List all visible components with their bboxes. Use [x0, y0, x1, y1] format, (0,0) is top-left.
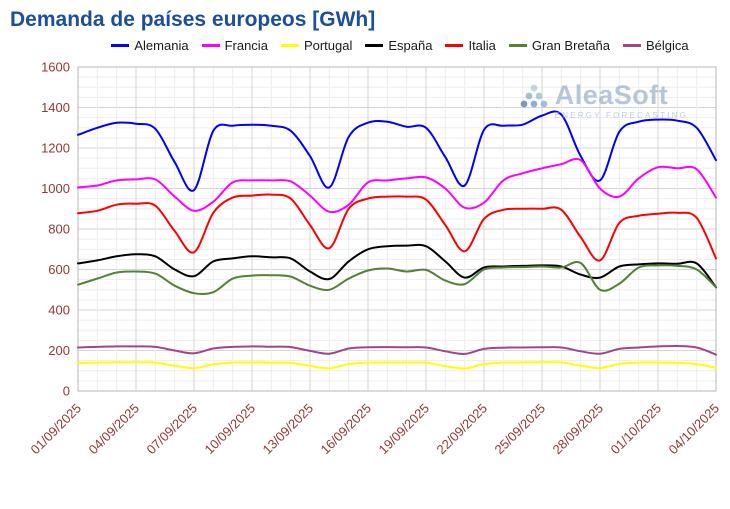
- legend-item-gran-bretana: Gran Bretaña: [508, 38, 610, 53]
- legend-label-francia: Francia: [224, 38, 268, 53]
- x-axis-tick-label: 04/10/2025: [665, 401, 722, 458]
- legend-swatch-belgica: [622, 44, 641, 47]
- legend-label-alemania: Alemania: [134, 38, 189, 53]
- legend-swatch-italia: [445, 44, 464, 47]
- legend-item-espana: España: [365, 38, 432, 53]
- x-axis-tick-label: 19/09/2025: [375, 401, 432, 458]
- legend-label-espana: España: [388, 38, 433, 53]
- x-axis-tick-label: 22/09/2025: [433, 401, 490, 458]
- series-line-gran-bretana: [77, 261, 717, 296]
- legend-item-belgica: Bélgica: [622, 38, 689, 53]
- x-axis-tick-label: 13/09/2025: [259, 401, 316, 458]
- chart-legend: Alemania Francia Portugal España Italia Gran …: [70, 38, 730, 53]
- y-axis-tick-label: 800: [48, 222, 70, 237]
- x-axis-tick-label: 04/09/2025: [85, 401, 142, 458]
- legend-swatch-alemania: [111, 44, 130, 47]
- legend-item-francia: Francia: [201, 38, 268, 53]
- y-axis-tick-label: 400: [48, 303, 70, 318]
- series-line-espana: [77, 243, 717, 289]
- series-line-francia: [77, 157, 717, 214]
- x-axis-tick-label: 01/10/2025: [607, 401, 664, 458]
- chart-area: Alemania Francia Portugal España Italia Gran …: [0, 38, 730, 478]
- legend-swatch-gran-bretana: [508, 44, 527, 47]
- legend-item-italia: Italia: [445, 38, 496, 53]
- legend-label-gran-bretana: Gran Bretaña: [531, 38, 610, 53]
- series-line-italia: [77, 193, 717, 262]
- x-axis-tick-label: 28/09/2025: [549, 401, 606, 458]
- chart-title: Demanda de países europeos [GWh]: [10, 8, 376, 31]
- x-axis-tick-label: 10/09/2025: [201, 401, 258, 458]
- legend-label-portugal: Portugal: [303, 38, 353, 53]
- y-axis-tick-label: 1400: [41, 100, 70, 115]
- y-axis-tick-label: 1000: [41, 181, 70, 196]
- plot-border: [77, 66, 717, 392]
- legend-swatch-francia: [201, 44, 220, 47]
- x-axis-tick-label: 07/09/2025: [143, 401, 200, 458]
- series-line-alemania: [77, 110, 717, 192]
- legend-swatch-portugal: [280, 44, 299, 47]
- legend-item-alemania: Alemania: [111, 38, 189, 53]
- y-axis-tick-label: 600: [48, 262, 70, 277]
- x-axis-tick-label: 25/09/2025: [491, 401, 548, 458]
- legend-item-portugal: Portugal: [280, 38, 353, 53]
- y-axis-tick-label: 1200: [41, 141, 70, 156]
- legend-label-belgica: Bélgica: [645, 38, 689, 53]
- y-axis-tick-label: 1600: [41, 60, 70, 75]
- x-axis-tick-label: 16/09/2025: [317, 401, 374, 458]
- legend-label-italia: Italia: [468, 38, 496, 53]
- x-axis-tick-label: 01/09/2025: [27, 401, 84, 458]
- series-line-portugal: [77, 361, 717, 370]
- y-axis-tick-label: 0: [63, 384, 70, 399]
- legend-swatch-espana: [365, 44, 384, 47]
- series-line-belgica: [77, 344, 717, 356]
- y-axis-tick-label: 200: [48, 343, 70, 358]
